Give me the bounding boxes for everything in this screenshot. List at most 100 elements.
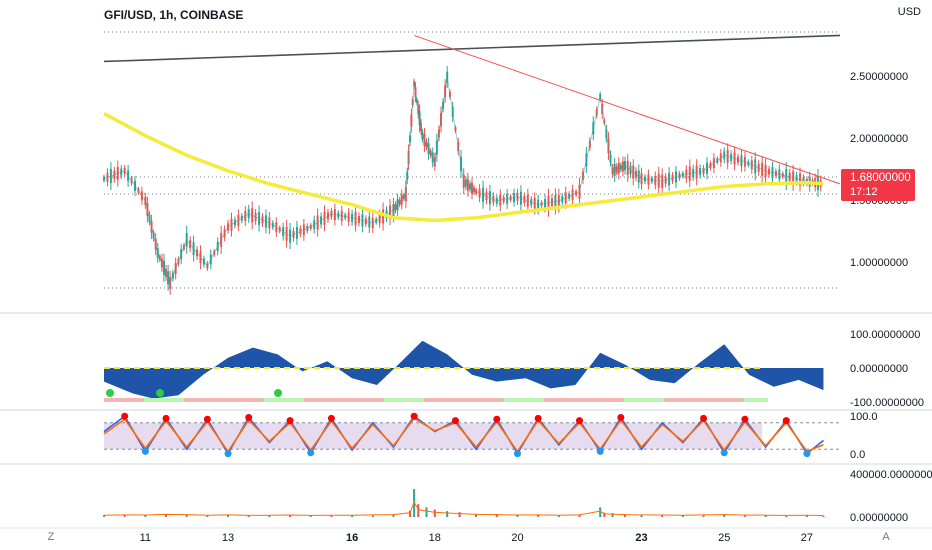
volume-bar (351, 515, 354, 517)
signal-dot (274, 389, 282, 397)
y-tick-label: 0.0 (850, 449, 865, 461)
volume-bar (475, 513, 478, 517)
stoch-peak-dot (451, 417, 459, 425)
signal-strip-cell (312, 398, 320, 402)
volume-bar (723, 514, 726, 517)
signal-strip-cell (240, 398, 248, 402)
volume-bar (165, 513, 168, 517)
volume-bar (495, 514, 498, 517)
signal-strip-cell (264, 398, 272, 402)
signal-strip-cell (496, 398, 504, 402)
signal-strip-cell (472, 398, 480, 402)
stoch-trough-dot (513, 450, 521, 458)
signal-strip-cell (560, 398, 568, 402)
signal-strip-cell (168, 398, 176, 402)
signal-strip-cell (392, 398, 400, 402)
signal-strip-cell (696, 398, 704, 402)
auto-scale-button[interactable]: A (882, 531, 890, 543)
trendline-descending (413, 34, 841, 185)
signal-strip-cell (344, 398, 352, 402)
last-price-badge: 1.68000000 17:12 (841, 169, 915, 201)
signal-strip-cell (568, 398, 576, 402)
trendline-upper (103, 34, 841, 63)
stoch-peak-dot (741, 415, 749, 423)
volume-bar (425, 507, 428, 517)
signal-strip-cell (512, 398, 520, 402)
volume-bar (417, 504, 420, 517)
x-tick-label: 20 (511, 532, 523, 544)
volume-bar (611, 513, 614, 517)
signal-strip-cell (256, 398, 264, 402)
signal-strip-cell (144, 398, 152, 402)
oscillator-area (104, 340, 824, 399)
volume-bar (743, 515, 746, 517)
y-tick-label: 100.00000000 (850, 329, 920, 341)
volume-bar (227, 514, 230, 517)
volume-bar (702, 514, 705, 517)
x-tick-label: 27 (801, 532, 813, 544)
signal-strip-cell (456, 398, 464, 402)
signal-strip-cell (104, 398, 112, 402)
stoch-peak-dot (203, 415, 211, 423)
stoch-peak-dot (162, 414, 170, 422)
signal-strip-cell (728, 398, 736, 402)
stoch-peak-dot (534, 414, 542, 422)
signal-strip-cell (672, 398, 680, 402)
signal-dot (156, 389, 164, 397)
stoch-peak-dot (700, 414, 708, 422)
stoch-peak-dot (286, 417, 294, 425)
signal-strip-cell (216, 398, 224, 402)
signal-strip-cell (688, 398, 696, 402)
signal-strip-cell (720, 398, 728, 402)
volume-bar (599, 507, 602, 517)
signal-strip-cell (576, 398, 584, 402)
signal-strip-cell (368, 398, 376, 402)
stoch-peak-dot (410, 412, 418, 420)
stoch-peak-dot (245, 414, 253, 422)
candles-group (103, 66, 822, 295)
volume-bar (330, 515, 333, 517)
volume-bar (640, 514, 643, 517)
signal-strip-cell (624, 398, 632, 402)
signal-strip-cell (352, 398, 360, 402)
signal-strip-cell (208, 398, 216, 402)
signal-strip-cell (280, 398, 288, 402)
signal-strip-cell (600, 398, 608, 402)
signal-strip-cell (632, 398, 640, 402)
signal-strip-cell (424, 398, 432, 402)
x-tick-label: 25 (718, 532, 730, 544)
signal-strip-cell (592, 398, 600, 402)
signal-strip-cell (464, 398, 472, 402)
bar-countdown: 17:12 (850, 186, 878, 198)
volume-bar (537, 514, 540, 517)
signal-strip-cell (488, 398, 496, 402)
signal-strip-cell (288, 398, 296, 402)
x-tick-label: 23 (635, 532, 647, 544)
y-tick-label: -100.00000000 (850, 397, 924, 409)
timezone-button[interactable]: Z (47, 531, 55, 543)
stoch-peak-dot (617, 414, 625, 422)
signal-strip-cell (304, 398, 312, 402)
x-tick-label: 16 (346, 532, 358, 544)
signal-strip-cell (200, 398, 208, 402)
signal-strip-cell (552, 398, 560, 402)
signal-strip-cell (152, 398, 160, 402)
volume-bar (661, 515, 664, 517)
stoch-trough-dot (596, 447, 604, 455)
volume-bar (822, 515, 825, 517)
signal-strip-cell (272, 398, 280, 402)
volume-bar (408, 510, 411, 517)
volume-bar (268, 515, 271, 517)
signal-strip-cell (160, 398, 168, 402)
signal-strip-cell (528, 398, 536, 402)
signal-strip-cell (640, 398, 648, 402)
volume-bar (144, 515, 147, 517)
signal-strip-cell (400, 398, 408, 402)
stoch-peak-dot (121, 412, 129, 420)
volume-bar (392, 514, 395, 517)
volume-ma-line (103, 500, 824, 516)
signal-strip-cell (704, 398, 712, 402)
currency-label: USD (897, 6, 921, 18)
signal-strip-cell (192, 398, 200, 402)
